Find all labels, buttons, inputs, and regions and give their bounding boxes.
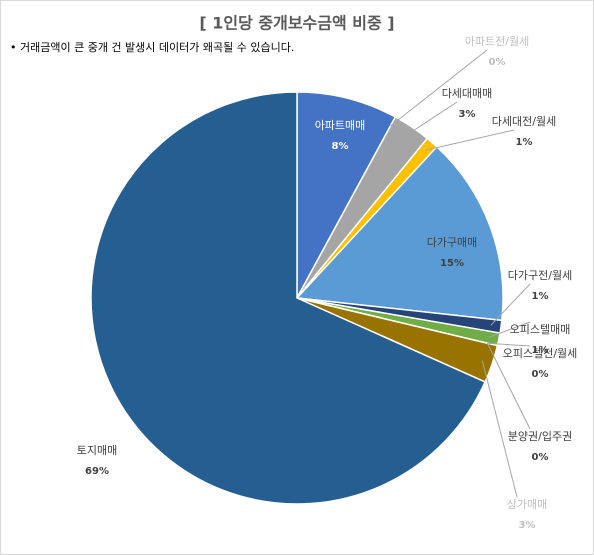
leader-line: [490, 283, 531, 326]
pie-slice: [296, 91, 397, 299]
data-label-name: 분양권/입주권: [508, 430, 572, 443]
data-label-value: 1%: [532, 345, 549, 356]
data-label-name: 아파트매매: [315, 119, 366, 132]
data-label-name: 다가구전/월세: [508, 269, 572, 282]
leader-line: [488, 321, 531, 338]
leader-line: [486, 343, 531, 430]
data-label-value: 69%: [85, 466, 109, 477]
data-label-name: 다세대매매: [442, 87, 493, 100]
leader-line: [487, 342, 531, 347]
data-label-value: 0%: [489, 57, 506, 68]
chart-note: • 거래금액이 큰 중개 건 발생시 데이터가 왜곡될 수 있습니다.: [10, 40, 294, 54]
leader-line: [425, 129, 515, 151]
data-label-name: 다세대전/월세: [492, 115, 556, 128]
data-label-name: 상가매매: [507, 498, 547, 511]
data-label-value: 15%: [440, 258, 464, 269]
leader-line: [481, 360, 518, 498]
leader-line: [390, 49, 488, 127]
data-label-name: 아파트전/월세: [465, 35, 529, 48]
data-label-value: 0%: [532, 369, 549, 380]
data-label-name: 다가구매매: [427, 236, 478, 249]
pie-slice: [90, 91, 487, 505]
data-label-value: 3%: [459, 109, 476, 120]
data-label-name: 토지매매: [77, 444, 117, 457]
pie-slice: [295, 145, 504, 322]
data-label-value: 0%: [532, 452, 549, 463]
data-label-name: 오피스텔매매: [510, 323, 571, 336]
data-label-name: 오피스텔전/월세: [503, 347, 578, 360]
data-label-value: 8%: [332, 141, 349, 152]
leader-line: [405, 101, 458, 136]
data-label-value: 1%: [532, 291, 549, 302]
chart-title: [ 1인당 중개보수금액 비중 ]: [199, 14, 394, 33]
data-label-value: 3%: [519, 520, 536, 531]
data-label-value: 1%: [516, 137, 533, 148]
